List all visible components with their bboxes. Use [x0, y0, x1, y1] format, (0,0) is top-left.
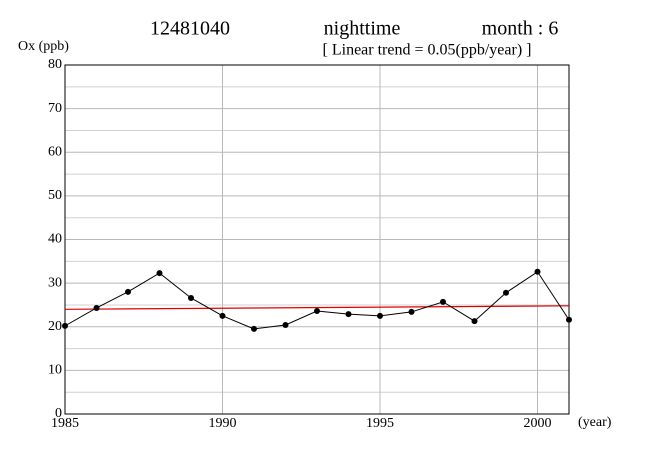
data-point — [62, 322, 68, 329]
data-point — [282, 322, 289, 329]
data-point — [188, 294, 194, 301]
y-tick-label: 10 — [48, 363, 62, 378]
y-tick-label: 70 — [48, 101, 62, 116]
chart-title-month: month : 6 — [482, 18, 559, 40]
y-tick-label: 80 — [48, 57, 62, 72]
x-axis-label: (year) — [578, 415, 612, 430]
chart-subtitle: [ Linear trend = 0.05(ppb/year) ] — [323, 42, 532, 59]
x-tick-label: 1995 — [366, 416, 394, 431]
y-tick-label: 40 — [48, 232, 62, 247]
chart-title-time: nighttime — [324, 18, 401, 40]
data-point — [93, 304, 100, 311]
y-tick-label: 20 — [48, 319, 62, 334]
data-point — [503, 289, 509, 296]
y-tick-label: 0 — [55, 406, 62, 421]
y-tick-label: 30 — [48, 275, 62, 290]
x-tick-label: 2000 — [524, 416, 552, 431]
data-point — [566, 316, 572, 323]
trend-line — [64, 305, 570, 310]
data-point — [219, 312, 226, 319]
chart-title-station: 12481040 — [150, 18, 230, 40]
data-point — [440, 298, 446, 305]
data-point — [345, 311, 352, 318]
data-point — [534, 268, 541, 275]
data-point — [314, 308, 320, 315]
data-point — [471, 318, 478, 325]
data-point — [408, 308, 415, 315]
y-axis-label: Ox (ppb) — [18, 39, 69, 54]
data-point — [251, 325, 257, 332]
data-point — [156, 270, 163, 277]
data-point — [377, 312, 383, 319]
data-point — [125, 288, 131, 295]
x-tick-label: 1985 — [51, 416, 79, 431]
y-tick-label: 50 — [48, 188, 62, 203]
data-line — [64, 271, 570, 330]
plot-frame — [64, 64, 570, 415]
y-tick-label: 60 — [48, 144, 62, 159]
x-tick-label: 1990 — [209, 416, 237, 431]
